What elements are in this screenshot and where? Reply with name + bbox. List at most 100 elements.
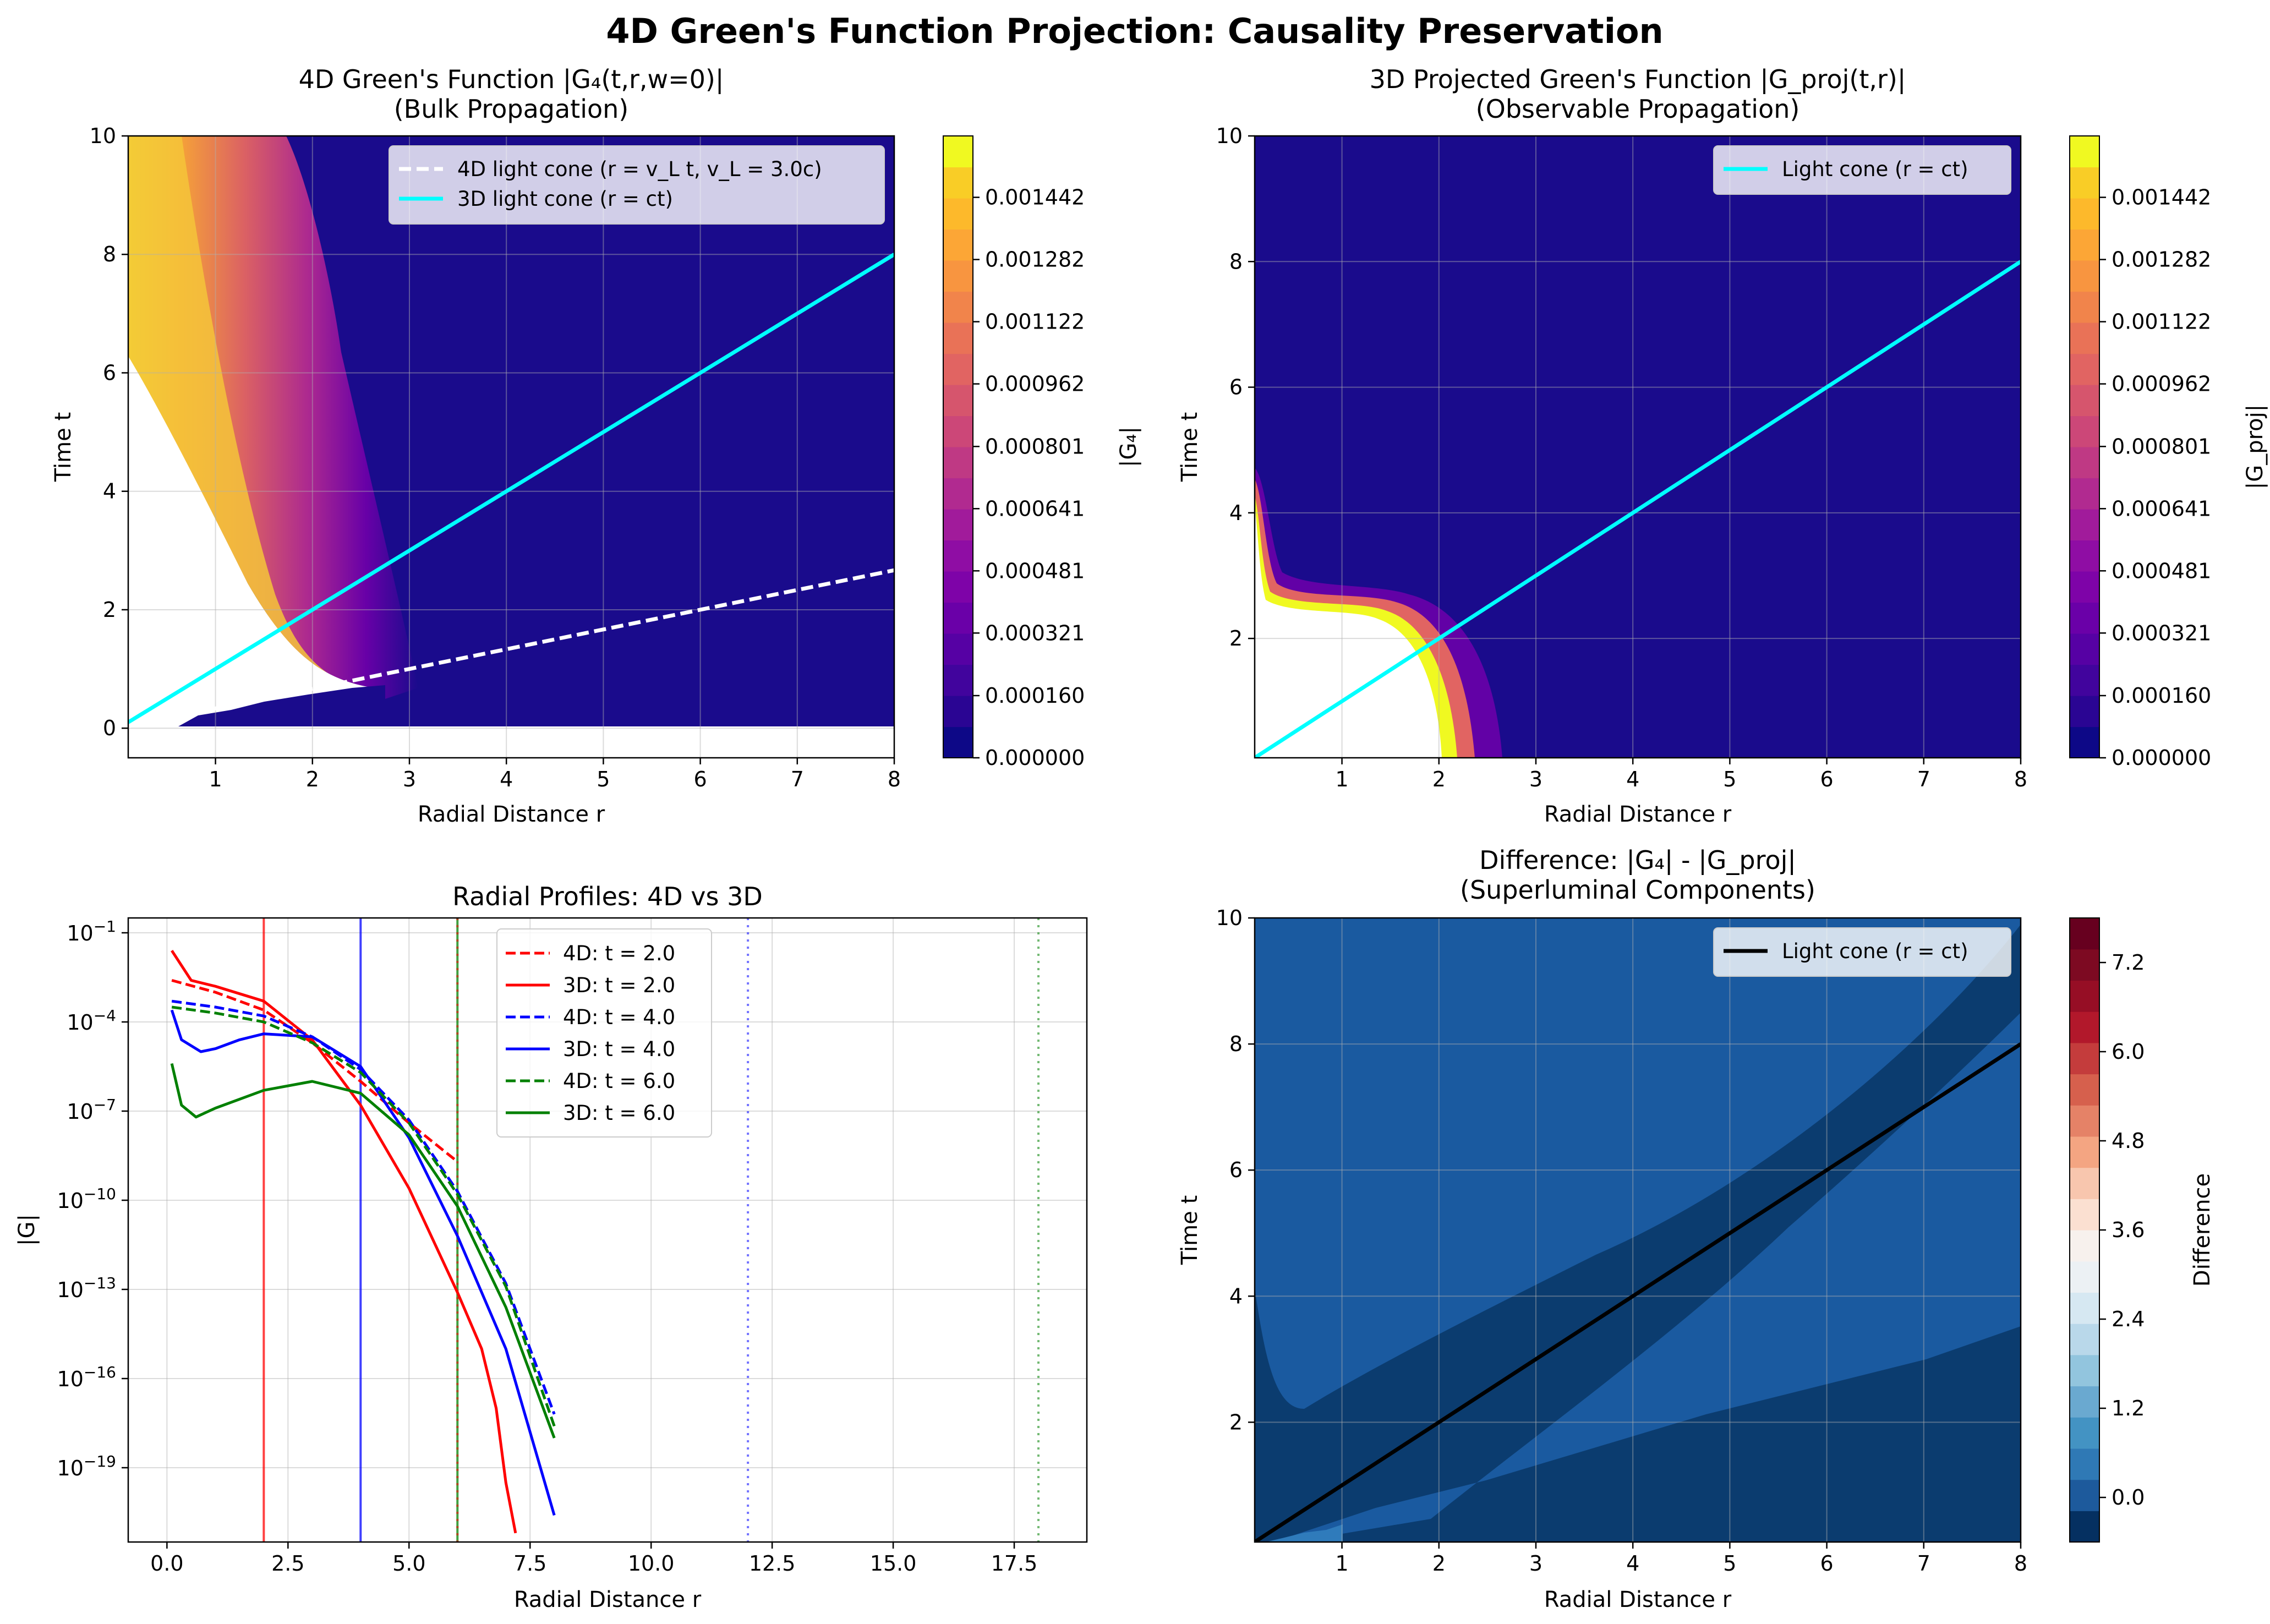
y-tick-label: 0	[103, 716, 116, 740]
panel-4d-greens-function: 4D Green's Function |G₄(t,r,w=0)| (Bulk …	[51, 64, 1141, 827]
colorbar-band	[2070, 229, 2099, 261]
panel-b-frame	[1254, 135, 2022, 759]
panel-c-frame	[127, 917, 1088, 1543]
legend-label-0: 4D: t = 2.0	[563, 942, 675, 965]
series-line-0	[128, 568, 894, 729]
x-tick-label: 2.5	[271, 1551, 304, 1576]
x-tick-label: 8	[2014, 767, 2027, 791]
panel-c-title: Radial Profiles: 4D vs 3D	[452, 882, 763, 911]
legend-label-4: 4D: t = 6.0	[563, 1069, 675, 1093]
colorbar-tick-label: 0.0	[2112, 1485, 2145, 1510]
legend-label-1: 3D: t = 2.0	[563, 974, 675, 997]
y-tick-label: 10	[90, 124, 116, 148]
colorbar-band	[943, 633, 973, 665]
colorbar-band	[2070, 353, 2099, 385]
y-tick-label: 8	[1229, 249, 1243, 274]
legend-box	[496, 928, 712, 1138]
legend-box	[389, 145, 885, 225]
colorbar-tick-label: 0.000321	[2112, 621, 2211, 645]
legend-box	[1713, 927, 2011, 977]
colorbar-tick-label: 0.001442	[2112, 185, 2211, 210]
x-tick-label: 7	[791, 767, 804, 791]
colorbar-band	[2070, 949, 2099, 981]
y-tick-label: 2	[103, 598, 116, 622]
colorbar-tick-label: 6.0	[2112, 1040, 2145, 1064]
series-line-3	[170, 1009, 556, 1516]
colorbar-tick-label: 7.2	[2112, 950, 2145, 975]
colorbar-band	[2070, 385, 2099, 417]
x-tick-label: 6	[694, 767, 707, 791]
colorbar-band	[2070, 1354, 2099, 1387]
panel-b-grid	[1255, 136, 2021, 758]
panel-b-blank-region	[1255, 506, 1442, 758]
panel-a-grid	[128, 136, 894, 758]
x-tick-label: 6	[1820, 1551, 1834, 1576]
colorbar-band	[2070, 571, 2099, 603]
colorbar-band	[2070, 696, 2099, 728]
colorbar-band	[943, 726, 973, 758]
colorbar-band	[2070, 540, 2099, 572]
series-line-2	[171, 999, 556, 1415]
x-tick-label: 7.5	[513, 1551, 546, 1576]
y-tick-label: 10−13	[57, 1274, 116, 1302]
colorbar-band	[2070, 1448, 2099, 1480]
y-tick-label: 4	[1229, 501, 1243, 525]
y-tick-label: 6	[1229, 1158, 1243, 1182]
figure-title: 4D Green's Function Projection: Causalit…	[606, 11, 1663, 51]
colorbar-tick-label: 0.001122	[2112, 310, 2211, 334]
y-tick-label: 6	[1229, 375, 1243, 400]
colorbar-band	[2070, 980, 2099, 1012]
y-tick-label: 6	[103, 360, 116, 385]
panel-d-grid	[1255, 918, 2021, 1542]
colorbar-band	[2070, 1167, 2099, 1199]
colorbar-band	[943, 291, 973, 323]
y-tick-label: 10−4	[67, 1007, 116, 1035]
panel-a-ylabel: Time t	[51, 412, 76, 482]
series-line-1	[171, 950, 517, 1534]
colorbar-band	[2070, 726, 2099, 758]
panel-d-subtitle: (Superluminal Components)	[1460, 875, 1815, 905]
panel-a-subtitle: (Bulk Propagation)	[394, 94, 629, 124]
colorbar-tick-label: 0.000481	[985, 559, 1085, 583]
x-tick-label: 5.0	[392, 1551, 425, 1576]
colorbar-band	[2070, 1324, 2099, 1355]
colorbar-band	[2070, 136, 2099, 168]
legend-label-2: 4D: t = 4.0	[563, 1005, 675, 1029]
legend-label-1: 3D light cone (r = ct)	[457, 187, 673, 211]
y-tick-label: 10−16	[57, 1363, 116, 1391]
y-tick-label: 10−10	[57, 1185, 116, 1213]
colorbar-band	[2070, 1292, 2099, 1324]
x-tick-label: 3	[403, 767, 416, 791]
y-tick-label: 10	[1216, 906, 1243, 930]
y-tick-label: 10−19	[57, 1452, 116, 1480]
colorbar-band	[2070, 478, 2099, 510]
colorbar-tick-label: 0.001442	[985, 185, 1085, 210]
colorbar-band	[2070, 633, 2099, 665]
colorbar-band	[943, 540, 973, 572]
colorbar-band	[943, 167, 973, 199]
colorbar-band	[2070, 1105, 2099, 1137]
colorbar-band	[2070, 322, 2099, 354]
x-tick-label: 15.0	[870, 1551, 917, 1576]
colorbar-band	[2070, 1074, 2099, 1106]
panel-a-xlabel: Radial Distance r	[418, 802, 605, 827]
panel-difference: Difference: |G₄| - |G_proj| (Superlumina…	[1177, 845, 2215, 1612]
colorbar-tick-label: 0.000641	[2112, 496, 2211, 521]
colorbar-band	[2070, 1230, 2099, 1262]
x-tick-label: 6	[1820, 767, 1834, 791]
series-line-4	[171, 1005, 556, 1427]
colorbar-tick-label: 2.4	[2112, 1307, 2145, 1331]
x-tick-label: 4	[1626, 767, 1639, 791]
colorbar-tick-label: 0.001122	[985, 310, 1085, 334]
x-tick-label: 12.5	[749, 1551, 796, 1576]
colorbar-band	[943, 571, 973, 603]
colorbar-band	[2070, 291, 2099, 323]
colorbar-label: Difference	[2190, 1173, 2215, 1287]
panel-d-frame	[1254, 917, 2022, 1543]
colorbar-band	[943, 447, 973, 479]
x-tick-label: 1	[209, 767, 222, 791]
colorbar-tick-label: 0.000321	[985, 621, 1085, 645]
colorbar-band	[2070, 1479, 2099, 1511]
colorbar-tick-label: 3.6	[2112, 1218, 2145, 1242]
colorbar-band	[943, 353, 973, 385]
